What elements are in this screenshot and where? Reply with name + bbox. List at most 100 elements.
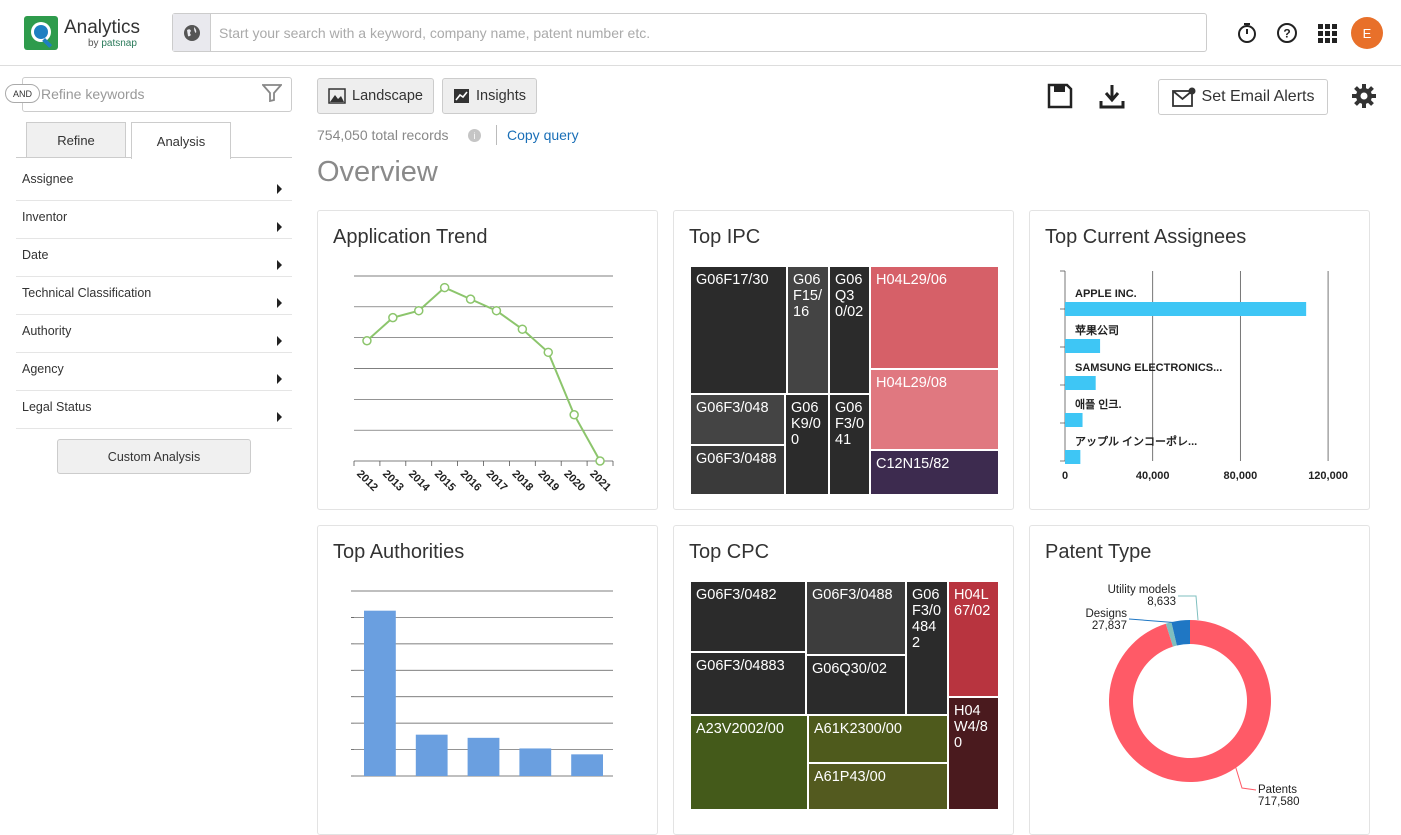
pie-value: 8,633 [1147,596,1176,608]
application-trend-chart: 2012201320142015201620172018201920202021 [318,211,658,510]
trend-point [467,295,475,303]
bar-label: APPLE INC. [1075,288,1137,300]
x-tick-label: 40,000 [1136,470,1170,482]
cpc-cell[interactable]: G06F3/04842 [906,581,948,715]
cpc-cell[interactable]: G06F3/0488 [806,581,906,655]
set-email-alerts-button[interactable]: Set Email Alerts [1158,79,1328,115]
leader-line [1235,765,1256,790]
x-tick-label: 2018 [510,468,536,494]
sidebar-item-legal-status[interactable]: Legal Status [16,391,292,429]
patent-type-card: Patent Type Utility models8,633Designs27… [1029,525,1370,835]
copy-query-link[interactable]: Copy query [507,127,579,143]
bar-label: 苹果公司 [1075,323,1119,337]
ipc-cell[interactable]: H04L29/08 [870,369,999,450]
caret-right-icon [277,412,282,422]
cpc-cell[interactable]: G06Q30/02 [806,655,906,715]
bar [416,735,448,776]
cpc-cell[interactable]: A61K2300/00 [808,715,948,763]
ipc-cell[interactable]: G06F3/041 [829,394,870,495]
globe-icon[interactable] [173,14,211,51]
caret-right-icon [277,374,282,384]
tab-refine[interactable]: Refine [26,122,126,158]
filter-funnel-icon[interactable] [262,84,282,102]
cpc-cell[interactable]: H04W4/80 [948,697,999,810]
cpc-cell[interactable]: H04L67/02 [948,581,999,697]
info-icon[interactable]: i [468,129,481,142]
leader-line [1129,619,1180,623]
top-assignees-chart: 040,00080,000120,000APPLE INC.苹果公司SAMSUN… [1030,211,1370,510]
refine-keywords-input[interactable] [41,86,261,102]
search-input[interactable] [219,21,1189,45]
settings-gear-icon[interactable] [1351,83,1377,109]
top-authorities-chart [318,526,658,826]
cpc-cell[interactable]: G06F3/04883 [690,652,806,715]
top-assignees-card: Top Current Assignees 040,00080,000120,0… [1029,210,1370,510]
bar [1065,413,1083,427]
ipc-cell[interactable]: H04L29/06 [870,266,999,369]
search-bar [172,13,1207,52]
x-tick-label: 2019 [535,468,561,494]
trend-point [415,307,423,315]
top-cpc-card: Top CPC G06F3/0482 G06F3/0488 G06F3/0484… [673,525,1014,835]
total-records: 754,050 total records [317,127,449,143]
ipc-cell[interactable]: C12N15/82 [870,450,999,495]
card-title: Top CPC [689,541,769,564]
cpc-cell[interactable]: G06F3/0482 [690,581,806,652]
insights-button[interactable]: Insights [442,78,537,114]
x-tick-label: 120,000 [1308,470,1348,482]
cpc-cell[interactable]: A61P43/00 [808,763,948,810]
help-icon[interactable]: ? [1276,22,1298,44]
bar [364,611,396,776]
save-icon[interactable] [1047,83,1073,109]
sidebar-item-date[interactable]: Date [16,239,292,277]
bar [1065,302,1306,316]
ipc-cell[interactable]: G06F17/30 [690,266,787,394]
cpc-cell[interactable]: A23V2002/00 [690,715,808,810]
pie-label: Patents [1258,784,1297,796]
download-icon[interactable] [1099,83,1125,109]
x-tick-label: 80,000 [1224,470,1258,482]
top-bar: Analytics by patsnap ? E [0,0,1401,66]
trend-point [363,337,371,345]
svg-text:?: ? [1283,27,1290,41]
trend-point [570,411,578,419]
and-operator-badge[interactable]: AND [5,84,40,103]
sidebar-item-authority[interactable]: Authority [16,315,292,353]
tab-analysis[interactable]: Analysis [131,122,231,159]
application-trend-card: Application Trend 2012201320142015201620… [317,210,658,510]
ipc-cell[interactable]: G06F15/16 [787,266,829,394]
top-authorities-card: Top Authorities [317,525,658,835]
landscape-button[interactable]: Landscape [317,78,434,114]
trend-point [492,307,500,315]
analytics-logo-icon[interactable] [24,16,58,50]
ipc-cell[interactable]: G06F3/048 [690,394,785,445]
sidebar-item-agency[interactable]: Agency [16,353,292,391]
caret-right-icon [277,336,282,346]
pie-value: 27,837 [1092,620,1127,632]
sidebar-item-assignee[interactable]: Assignee [16,163,292,201]
x-tick-label: 2016 [458,468,484,494]
apps-grid-icon[interactable] [1316,22,1338,44]
x-tick-label: 0 [1062,470,1068,482]
bar [1065,376,1096,390]
ipc-cell[interactable]: G06K9/00 [785,394,829,495]
landscape-icon [328,88,346,104]
user-avatar[interactable]: E [1351,17,1383,49]
trend-point [518,325,526,333]
sidebar-item-technical-classification[interactable]: Technical Classification [16,277,292,315]
ipc-cell[interactable]: G06F3/0488 [690,445,785,495]
bar-label: 애플 인크. [1075,397,1122,411]
caret-right-icon [277,222,282,232]
x-tick-label: 2017 [484,468,510,494]
sidebar-item-inventor[interactable]: Inventor [16,201,292,239]
bar [571,754,603,776]
custom-analysis-button[interactable]: Custom Analysis [57,439,251,474]
ipc-cell[interactable]: G06Q30/02 [829,266,870,394]
pie-slice [1109,620,1271,782]
refine-keywords-box [22,77,292,112]
x-tick-label: 2013 [380,468,406,494]
timer-icon[interactable] [1236,22,1258,44]
divider [496,125,497,145]
email-alerts-label: Set Email Alerts [1202,88,1315,106]
tab-divider [16,157,131,158]
